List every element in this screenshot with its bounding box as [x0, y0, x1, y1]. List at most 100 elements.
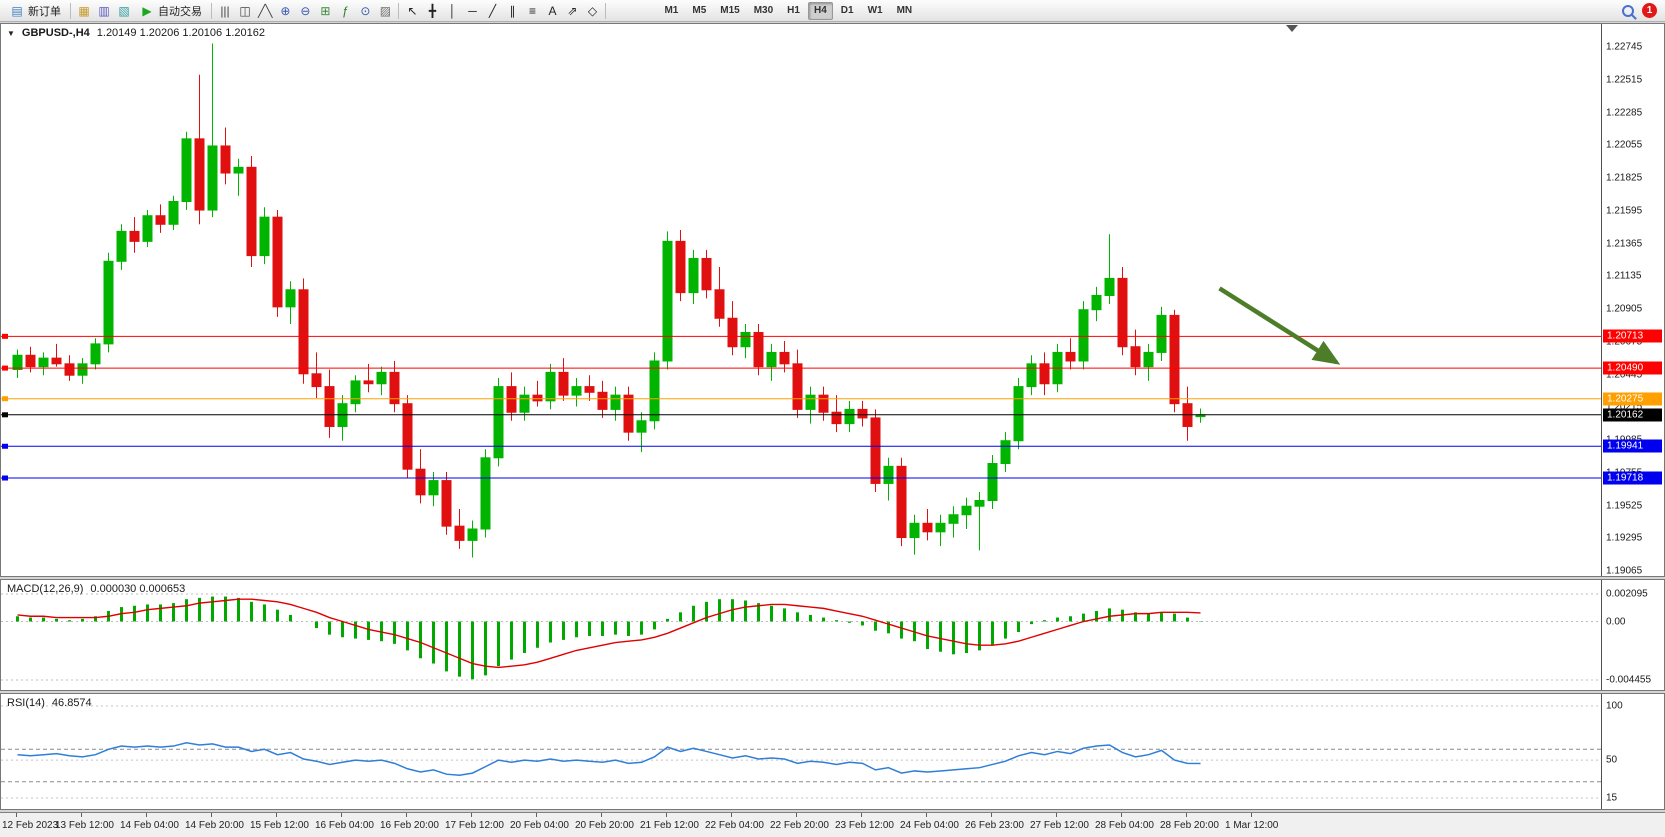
price-tick-label: 1.20215	[1606, 401, 1643, 413]
time-tick	[471, 813, 472, 817]
price-tick-label: 1.21135	[1606, 270, 1642, 282]
timeframe-m5-button[interactable]: M5	[692, 4, 707, 16]
indicators-icon: ƒ	[342, 3, 349, 18]
tile-windows-icon: ⊞	[320, 3, 331, 18]
periods-button[interactable]: ⊙	[355, 1, 375, 21]
line-anchor	[2, 396, 8, 402]
price-chart-plot[interactable]	[1, 24, 1602, 576]
level-price-badge: 1.20713	[1603, 329, 1662, 343]
trendline-button[interactable]: ╱	[482, 1, 502, 21]
time-axis[interactable]: 12 Feb 2023 13 Feb 12:00 14 Feb 04:00 14 Fe…	[0, 812, 1665, 837]
notification-badge[interactable]: 1	[1642, 3, 1657, 18]
macd-plot[interactable]	[1, 580, 1602, 690]
price-tick-label: 1.22055	[1606, 139, 1643, 151]
time-label: 13 Feb 12:00	[55, 820, 114, 831]
time-label: 17 Feb 12:00	[445, 820, 504, 831]
timeframe-h1-button[interactable]: H1	[787, 4, 800, 16]
time-tick	[16, 813, 17, 817]
current-price-badge: 1.20162	[1603, 408, 1662, 422]
autotrade-button[interactable]: ▶ 自动交易	[134, 1, 208, 21]
vertical-line-button[interactable]: │	[442, 1, 462, 21]
time-label: 28 Feb 04:00	[1095, 820, 1154, 831]
candlestick-chart-button[interactable]: ◫	[235, 1, 255, 21]
rsi-indicator-panel: 100 50 15 RSI(14) 46.8574	[0, 693, 1665, 810]
zoom-out-icon: ⊖	[300, 3, 311, 18]
fibonacci-button[interactable]: ≡	[522, 1, 542, 21]
timeframe-m1-button[interactable]: M1	[664, 4, 679, 16]
timeframe-m30-button[interactable]: M30	[753, 4, 774, 16]
price-tick-label: 1.19065	[1606, 565, 1643, 577]
main-chart-panel: 1.22745 1.22515 1.22285 1.22055 1.21825 1.215…	[0, 23, 1665, 577]
crosshair-icon: ╋	[428, 3, 437, 18]
time-tick	[211, 813, 212, 817]
horizontal-line-button[interactable]: ─	[462, 1, 482, 21]
time-tick	[1186, 813, 1187, 817]
timeframe-m15-button[interactable]: M15	[720, 4, 740, 16]
candlestick-series	[12, 43, 1206, 558]
toolbar-separator	[398, 2, 400, 19]
crosshair-button[interactable]: ╋	[422, 1, 442, 21]
price-tick-label: 1.21595	[1606, 205, 1643, 217]
new-order-button[interactable]: ▤ 新订单	[4, 1, 67, 21]
price-tick-label: 1.20905	[1606, 303, 1643, 315]
trend-arrow-annotation[interactable]	[1218, 286, 1341, 365]
timeframe-d1-button[interactable]: D1	[840, 4, 854, 16]
macd-tick-label: 0.00	[1606, 616, 1626, 627]
templates-button[interactable]: ▨	[375, 1, 395, 21]
timeframe-h4-button[interactable]: H4	[807, 1, 833, 20]
arrows-icon: ⇗	[567, 3, 578, 18]
data-window-button[interactable]: ▧	[114, 1, 134, 21]
time-tick	[341, 813, 342, 817]
fibonacci-icon: ≡	[528, 3, 536, 18]
time-tick	[926, 813, 927, 817]
time-label: 16 Feb 04:00	[315, 820, 374, 831]
chart-tools-group: ||| ◫ ╱╲ ⊕ ⊖ ⊞ ƒ ⊙ ▨	[215, 1, 395, 21]
zoom-in-icon: ⊕	[280, 3, 291, 18]
toolbar-separator	[211, 2, 212, 19]
time-tick	[81, 813, 82, 817]
chart-title: ▼ GBPUSD-,H4 1.20149 1.20206 1.20106 1.2…	[7, 27, 265, 39]
text-label-button[interactable]: A	[542, 1, 562, 21]
time-label: 12 Feb 2023	[2, 820, 59, 831]
trendline-icon: ╱	[488, 3, 497, 18]
bar-chart-button[interactable]: |||	[215, 1, 235, 21]
vertical-line-icon: │	[448, 3, 457, 18]
text-label-icon: A	[548, 3, 557, 18]
autotrade-label: 自动交易	[158, 5, 202, 18]
chart-menu-icon[interactable]: ▼	[7, 29, 15, 38]
time-tick	[731, 813, 732, 817]
shapes-button[interactable]: ◇	[582, 1, 602, 21]
timeframe-w1-button[interactable]: W1	[867, 4, 883, 16]
time-label: 15 Feb 12:00	[250, 820, 309, 831]
time-label: 22 Feb 20:00	[770, 820, 829, 831]
line-studies-group: ↖ ╋ │ ─ ╱ ∥ ≡ A ⇗ ◇	[402, 1, 602, 21]
time-tick	[276, 813, 277, 817]
rsi-line	[17, 742, 1201, 777]
macd-chart	[1, 593, 1602, 681]
time-tick	[536, 813, 537, 817]
arrows-button[interactable]: ⇗	[562, 1, 582, 21]
standard-icons-group: ▦ ▥ ▧	[74, 1, 134, 21]
rsi-tick-label: 15	[1606, 792, 1618, 804]
cursor-button[interactable]: ↖	[402, 1, 422, 21]
line-chart-icon: ╱╲	[258, 3, 273, 18]
tile-windows-button[interactable]: ⊞	[315, 1, 335, 21]
toolbar-separator	[70, 2, 71, 19]
profiles-button[interactable]: ▥	[94, 1, 114, 21]
rsi-tick-label: 50	[1606, 754, 1618, 766]
new-chart-button[interactable]: ▦	[74, 1, 94, 21]
macd-signal-line	[17, 598, 1201, 669]
macd-tick-label: 0.002095	[1606, 588, 1648, 600]
time-label: 16 Feb 20:00	[380, 820, 439, 831]
line-chart-button[interactable]: ╱╲	[255, 1, 275, 21]
search-icon[interactable]	[1622, 4, 1634, 17]
zoom-in-button[interactable]: ⊕	[275, 1, 295, 21]
zoom-out-button[interactable]: ⊖	[295, 1, 315, 21]
level-price-badge: 1.20275	[1603, 392, 1662, 406]
indicators-button[interactable]: ƒ	[335, 1, 355, 21]
rsi-plot[interactable]	[1, 694, 1602, 809]
equidistant-channel-button[interactable]: ∥	[502, 1, 522, 21]
macd-label: MACD(12,26,9)	[7, 583, 84, 595]
timeframe-mn-button[interactable]: MN	[896, 4, 913, 16]
price-axis[interactable]: 1.22745 1.22515 1.22285 1.22055 1.21825 1.215…	[1601, 24, 1664, 576]
